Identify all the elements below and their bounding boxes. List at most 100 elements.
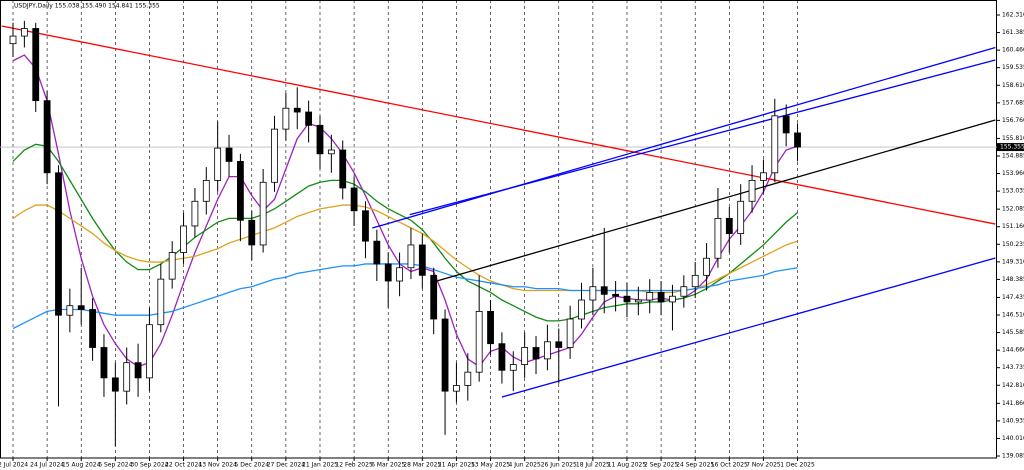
y-tick-label: 161.385	[1002, 29, 1024, 36]
x-tick-label: 13 May 2025	[471, 462, 510, 469]
x-tick-label: 7 Nov 2025	[746, 462, 781, 469]
candle-body	[32, 28, 40, 102]
trend-line	[372, 46, 996, 229]
y-tick-label: 143.735	[1002, 364, 1024, 371]
y-tick-label: 155.810	[1002, 135, 1024, 142]
x-tick-label: 6 Mar 2025	[371, 462, 405, 469]
y-tick-label: 160.460	[1002, 47, 1024, 54]
candle-body	[236, 161, 244, 221]
trend-line	[430, 119, 996, 284]
x-tick-label: 11 Aug 2025	[608, 462, 647, 469]
candle-body	[771, 115, 779, 174]
x-tick-label: 22 Oct 2024	[165, 462, 202, 469]
candle-body	[362, 210, 369, 242]
candle-body	[725, 217, 733, 234]
moving-average	[12, 263, 798, 330]
trend-line	[1, 25, 996, 225]
candle-body	[43, 100, 51, 174]
candle-body	[578, 299, 585, 320]
candle-layer	[9, 20, 801, 447]
x-tick-label: 21 Apr 2025	[438, 462, 475, 469]
candle-body	[657, 292, 665, 303]
x-tick-label: 1 Dec 2025	[780, 462, 815, 469]
y-tick-label: 140.935	[1002, 417, 1024, 424]
plot-frame	[0, 0, 997, 459]
x-tick-label: 12 Feb 2025	[335, 462, 373, 469]
last-price-label: 155.355	[1000, 144, 1024, 151]
x-tick-label: 21 Jan 2025	[302, 462, 338, 469]
y-tick-label: 147.435	[1002, 294, 1024, 301]
candle-body	[89, 309, 96, 348]
candle-body	[316, 124, 324, 155]
candle-body	[418, 244, 426, 276]
candle-body	[566, 318, 574, 348]
y-tick-label: 157.685	[1002, 99, 1024, 106]
candle-body	[543, 341, 551, 360]
x-tick-label: 24 Jul 2024	[30, 462, 64, 469]
candle-body	[407, 244, 415, 269]
candle-body	[737, 200, 745, 234]
y-tick-label: 154.885	[1002, 152, 1024, 159]
y-tick-label: 162.310	[1002, 12, 1024, 19]
moving-average	[12, 54, 798, 368]
y-tick-label: 145.585	[1002, 329, 1024, 336]
candle-body	[748, 179, 756, 202]
trend-line	[501, 257, 996, 398]
candle-body	[259, 181, 267, 246]
candle-body	[55, 172, 62, 316]
y-tick-label: 158.610	[1002, 82, 1024, 89]
x-tick-label: 6 Sep 2024	[98, 462, 132, 469]
candle-body	[305, 111, 313, 126]
y-tick-label: 159.535	[1002, 64, 1024, 71]
candle-body	[180, 225, 187, 253]
y-tick-label: 140.010	[1002, 435, 1024, 442]
candle-body	[453, 385, 460, 392]
candle-body	[66, 305, 74, 316]
y-tick-label: 150.235	[1002, 241, 1024, 248]
candle-body	[123, 362, 131, 392]
candle-body	[202, 179, 210, 202]
candle-body	[464, 371, 472, 386]
x-tick-label: 2 Sep 2025	[644, 462, 678, 469]
x-tick-label: 4 Jun 2025	[509, 462, 541, 469]
x-tick-label: 16 Oct 2025	[711, 462, 748, 469]
x-tick-label: 13 Nov 2024	[198, 462, 237, 469]
candle-body	[157, 278, 165, 326]
y-tick-label: 156.760	[1002, 117, 1024, 124]
candle-body	[623, 295, 631, 303]
x-tick-label: 28 Mar 2025	[403, 462, 441, 469]
candle-body	[384, 263, 392, 282]
candle-body	[146, 324, 153, 379]
last-price-box	[997, 143, 1024, 152]
candle-body	[168, 252, 176, 280]
candle-body	[282, 107, 290, 130]
y-tick-label: 151.160	[1002, 223, 1024, 230]
x-tick-label: 2 Jul 2024	[0, 462, 28, 469]
x-tick-label: 30 Sep 2024	[130, 462, 168, 469]
y-tick-label: 144.660	[1002, 347, 1024, 354]
candle-body	[100, 347, 108, 379]
axis-layer: 162.310 161.385 160.460 159.535 158.610 157.6…	[0, 12, 1024, 469]
candle-body	[680, 286, 688, 297]
x-tick-label: 26 Jun 2025	[541, 462, 577, 469]
x-tick-label: 18 Jul 2025	[576, 462, 610, 469]
candle-body	[20, 28, 28, 37]
candle-body	[430, 274, 438, 320]
x-tick-label: 24 Sep 2025	[676, 462, 714, 469]
candle-body	[782, 115, 790, 134]
candle-body	[373, 240, 381, 265]
candle-body	[475, 311, 483, 373]
candle-body	[612, 293, 620, 297]
candle-body	[441, 318, 449, 392]
candle-body	[634, 299, 642, 303]
candle-body	[714, 217, 722, 259]
candle-body	[339, 149, 347, 189]
y-tick-label: 152.085	[1002, 206, 1024, 213]
candle-body	[111, 377, 119, 392]
candle-body	[794, 132, 801, 148]
candle-body	[214, 147, 222, 181]
candle-body	[327, 149, 335, 155]
y-tick-label: 141.860	[1002, 400, 1024, 407]
trend-line	[409, 59, 996, 216]
